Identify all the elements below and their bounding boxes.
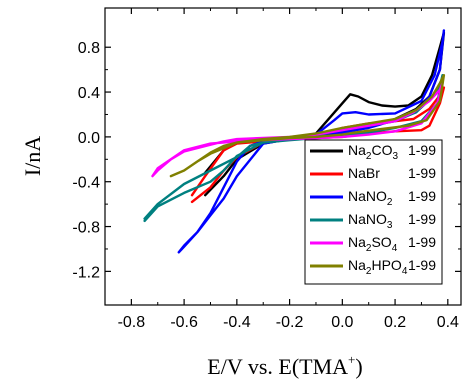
legend-tag: 1-99 [408,234,436,250]
y-tick-label: 0.0 [78,130,100,147]
x-axis-title-text: E/V vs. E(TMA [207,354,348,379]
x-tick-label: -0.4 [223,314,251,331]
y-tick-label: -0.8 [72,220,100,237]
x-tick-label: -0.2 [276,314,304,331]
x-axis-title-sup: + [348,352,355,367]
legend-tag: 1-99 [408,165,436,181]
x-tick-label: 0.2 [384,314,406,331]
plot-frame [104,7,462,306]
legend-label: NaNO2 [348,188,393,208]
x-axis-title: E/V vs. E(TMA+) [207,352,362,379]
x-tick-label: -0.6 [170,314,198,331]
y-tick-label: 0.4 [78,85,100,102]
y-axis: 0.8 0.4 0.0 -0.4 -0.8 -1.2 [72,40,461,281]
legend-label: NaNO3 [348,211,393,231]
legend-tag: 1-99 [408,257,436,273]
legend-tag: 1-99 [408,142,436,158]
x-tick-label: 0.0 [331,314,353,331]
legend: Na2CO3 1-99 NaBr 1-99 NaNO2 1-99 NaNO3 1-99 Na2S… [304,139,443,285]
x-tick-label: -0.8 [118,314,146,331]
legend-label: Na2SO4 [348,234,398,254]
legend-box [304,139,443,285]
x-axis: -0.8 -0.6 -0.4 -0.2 0.0 0.2 0.4 [118,8,459,331]
legend-label: Na2HPO4 [348,257,408,277]
y-axis-title: I/nA [20,136,45,176]
legend-tag: 1-99 [408,211,436,227]
y-tick-label: -0.4 [72,175,100,192]
legend-tag: 1-99 [408,188,436,204]
x-tick-label: 0.4 [437,314,459,331]
legend-label: NaBr [348,165,380,181]
y-tick-label: 0.8 [78,40,100,57]
series-curves [143,29,446,254]
y-tick-label: -1.2 [72,264,100,281]
legend-label: Na2CO3 [348,142,398,162]
x-axis-title-close: ) [355,354,362,379]
series-line-5 [169,74,446,178]
